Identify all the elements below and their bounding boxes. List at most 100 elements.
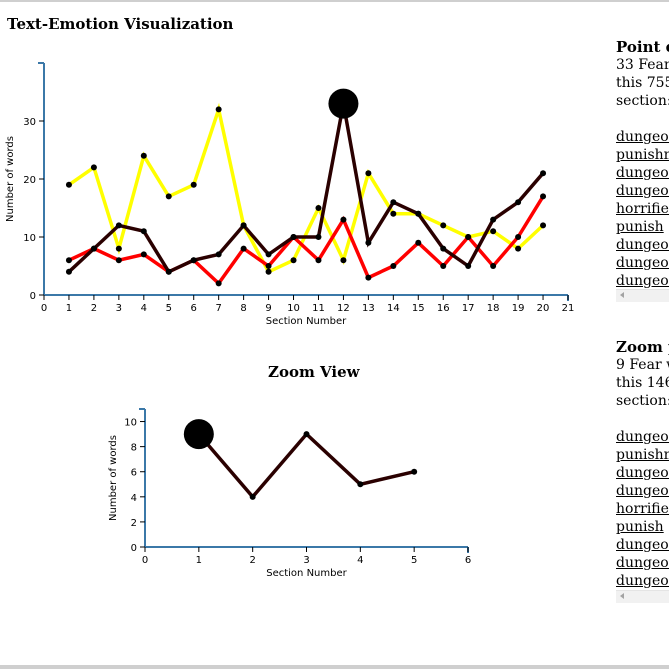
- main-data-point[interactable]: [540, 222, 547, 229]
- main-data-point[interactable]: [465, 234, 472, 240]
- main-data-point[interactable]: [290, 257, 297, 264]
- point-panel-scrollbar[interactable]: [616, 289, 669, 302]
- main-data-point[interactable]: [215, 280, 222, 287]
- main-data-point[interactable]: [290, 234, 297, 240]
- main-series-line-0[interactable]: [67, 102, 545, 275]
- main-data-point[interactable]: [140, 152, 147, 159]
- zoom-y-axis-label: Number of words: [108, 435, 119, 521]
- main-data-point[interactable]: [140, 251, 147, 258]
- main-data-point[interactable]: [265, 268, 272, 275]
- zoom-data-point[interactable]: [411, 468, 418, 475]
- scroll-left-icon[interactable]: [620, 593, 624, 599]
- point-word-link[interactable]: punish: [616, 219, 664, 235]
- main-data-point[interactable]: [265, 263, 272, 269]
- main-data-point[interactable]: [490, 216, 497, 223]
- main-data-point[interactable]: [165, 268, 172, 275]
- main-data-point[interactable]: [65, 257, 72, 264]
- main-data-point[interactable]: [440, 222, 447, 229]
- main-x-tick-label: 10: [287, 303, 300, 314]
- zoom-x-tick-label: 3: [303, 555, 309, 566]
- main-series-line-1[interactable]: [68, 195, 545, 287]
- main-data-point[interactable]: [490, 263, 497, 269]
- main-data-point[interactable]: [265, 251, 272, 258]
- main-data-point[interactable]: [415, 210, 422, 217]
- main-data-point[interactable]: [340, 257, 347, 264]
- main-series-line-2[interactable]: [67, 103, 545, 275]
- zoom-word-link[interactable]: dungeon: [616, 483, 669, 499]
- zoom-series-line-0[interactable]: [197, 431, 415, 500]
- main-data-point[interactable]: [515, 199, 522, 206]
- point-word-link[interactable]: dungeon: [616, 237, 669, 253]
- main-chart[interactable]: 0 1 2 3 4 5 6 7 8 9 10 11 12 13 14 15 16 17 18 19 20 21010203…: [0, 0, 600, 335]
- main-data-point[interactable]: [215, 106, 222, 113]
- main-data-point[interactable]: [190, 181, 197, 188]
- main-data-point[interactable]: [165, 193, 172, 200]
- main-x-tick-label: 12: [337, 303, 350, 314]
- main-data-point[interactable]: [365, 170, 372, 177]
- zoom-x-tick-label: 5: [411, 555, 417, 566]
- main-data-point[interactable]: [390, 199, 397, 206]
- main-data-point[interactable]: [390, 210, 397, 217]
- zoom-y-tick-label: 6: [131, 468, 137, 479]
- main-data-point[interactable]: [315, 205, 322, 211]
- scroll-left-icon[interactable]: [620, 292, 624, 298]
- main-data-point[interactable]: [240, 222, 247, 229]
- zoom-data-point[interactable]: [303, 431, 310, 438]
- main-data-point[interactable]: [140, 228, 147, 235]
- main-data-point[interactable]: [215, 251, 222, 258]
- main-data-point[interactable]: [465, 263, 472, 269]
- zoom-word-link[interactable]: dungeon: [616, 465, 669, 481]
- main-data-point[interactable]: [65, 181, 72, 188]
- main-data-point[interactable]: [490, 228, 497, 235]
- main-data-point[interactable]: [315, 234, 322, 240]
- zoom-highlight-point[interactable]: [183, 419, 214, 450]
- main-data-point[interactable]: [515, 245, 522, 252]
- main-y-tick-label: 20: [23, 175, 36, 186]
- zoom-panel-scrollbar[interactable]: [616, 590, 669, 603]
- point-word-link[interactable]: punishm: [616, 147, 669, 163]
- zoom-data-point[interactable]: [249, 493, 256, 500]
- main-data-point[interactable]: [390, 263, 397, 269]
- point-word-link[interactable]: dungeon: [616, 129, 669, 145]
- main-data-point[interactable]: [440, 245, 447, 252]
- zoom-word-link[interactable]: punish: [616, 519, 664, 535]
- main-data-point[interactable]: [240, 245, 247, 252]
- zoom-panel-line-3: section:: [616, 393, 669, 409]
- main-data-point[interactable]: [415, 239, 422, 246]
- main-data-point[interactable]: [540, 170, 547, 177]
- main-x-tick-label: 4: [141, 303, 147, 314]
- main-data-point[interactable]: [365, 239, 372, 246]
- point-word-link[interactable]: dungeon: [616, 255, 669, 271]
- zoom-word-link[interactable]: dungeon: [616, 573, 669, 589]
- zoom-word-link[interactable]: dungeon: [616, 555, 669, 571]
- zoom-x-tick-label: 2: [249, 555, 255, 566]
- main-data-point[interactable]: [515, 234, 522, 240]
- main-data-point[interactable]: [115, 257, 122, 264]
- zoom-word-link[interactable]: dungeon: [616, 537, 669, 553]
- zoom-word-link[interactable]: punishm: [616, 447, 669, 463]
- main-data-point[interactable]: [365, 274, 372, 281]
- main-data-point[interactable]: [115, 245, 122, 252]
- point-word-link[interactable]: dungeon: [616, 273, 669, 289]
- main-x-tick-label: 15: [412, 303, 425, 314]
- main-data-point[interactable]: [65, 268, 72, 275]
- main-data-point[interactable]: [540, 193, 547, 200]
- main-data-point[interactable]: [315, 257, 322, 264]
- main-data-point[interactable]: [190, 257, 197, 264]
- main-data-point[interactable]: [440, 263, 447, 269]
- zoom-word-link[interactable]: horrified: [616, 501, 669, 517]
- main-data-point[interactable]: [115, 222, 122, 229]
- main-data-point[interactable]: [340, 216, 347, 223]
- main-highlight-point[interactable]: [328, 88, 359, 119]
- point-word-link[interactable]: dungeon: [616, 183, 669, 199]
- main-y-axis-label: Number of words: [5, 136, 16, 222]
- main-data-point[interactable]: [90, 245, 97, 252]
- point-word-link[interactable]: dungeon: [616, 165, 669, 181]
- main-x-tick-label: 2: [91, 303, 97, 314]
- zoom-y-tick-label: 10: [124, 418, 137, 429]
- point-word-link[interactable]: horrified: [616, 201, 669, 217]
- main-data-point[interactable]: [90, 164, 97, 171]
- zoom-data-point[interactable]: [357, 481, 364, 488]
- zoom-word-link[interactable]: dungeon: [616, 429, 669, 445]
